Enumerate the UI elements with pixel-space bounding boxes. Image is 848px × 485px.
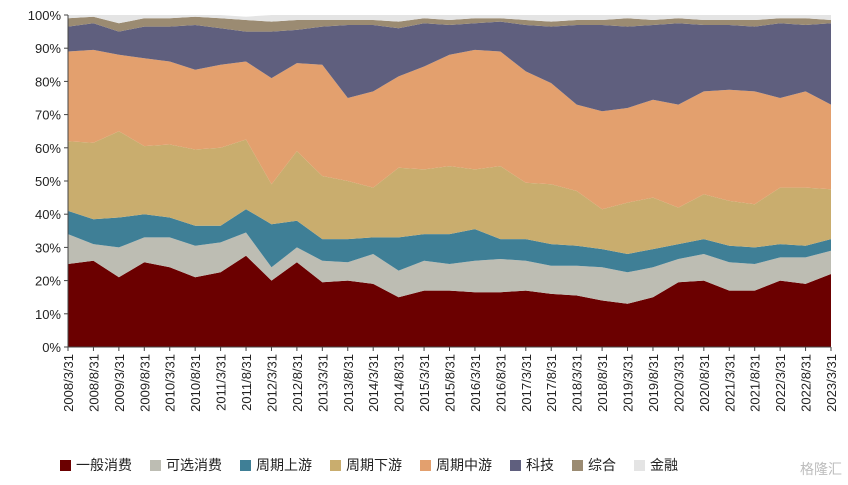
area-series-7 xyxy=(68,15,831,24)
x-tick-label: 2023/3/31 xyxy=(824,354,839,412)
legend-label: 周期下游 xyxy=(346,458,402,474)
x-tick-label: 2011/8/31 xyxy=(239,354,254,411)
x-tick-label: 2018/8/31 xyxy=(595,354,610,412)
legend-swatch xyxy=(420,459,431,471)
legend-label: 一般消费 xyxy=(76,458,132,474)
x-tick-label: 2020/3/31 xyxy=(671,354,686,412)
x-tick-label: 2013/3/31 xyxy=(315,354,330,412)
legend-item: 可选消费 xyxy=(150,455,222,475)
y-tick-label: 40% xyxy=(35,207,61,222)
y-tick-label: 60% xyxy=(35,141,61,156)
legend-swatch xyxy=(510,459,521,471)
x-tick-label: 2021/8/31 xyxy=(748,354,763,412)
x-tick-label: 2015/3/31 xyxy=(417,354,432,412)
x-tick-label: 2015/8/31 xyxy=(443,354,458,412)
area-series-1 xyxy=(68,232,831,304)
area-series-3 xyxy=(68,131,831,254)
y-tick-label: 70% xyxy=(35,108,61,123)
x-tick-label: 2016/3/31 xyxy=(468,354,483,412)
area-series-4 xyxy=(68,49,831,210)
area-series-5 xyxy=(68,21,831,112)
x-tick-label: 2022/3/31 xyxy=(773,354,788,412)
x-tick-label: 2014/3/31 xyxy=(366,354,381,412)
legend-item: 科技 xyxy=(510,455,554,475)
legend-label: 综合 xyxy=(588,458,616,474)
x-tick-label: 2019/8/31 xyxy=(646,354,661,412)
x-tick-label: 2009/8/31 xyxy=(137,354,152,412)
y-tick-label: 50% xyxy=(35,174,61,189)
x-tick-label: 2017/3/31 xyxy=(519,354,534,412)
legend-item: 综合 xyxy=(572,455,616,475)
legend: 一般消费 可选消费 周期上游 周期下游 周期中游 科技 综合 金融 xyxy=(60,455,678,475)
legend-swatch xyxy=(240,459,251,471)
legend-swatch xyxy=(60,459,71,471)
x-tick-label: 2022/8/31 xyxy=(799,354,814,412)
x-tick-label: 2011/3/31 xyxy=(214,354,229,411)
x-tick-label: 2008/8/31 xyxy=(86,354,101,412)
x-tick-label: 2017/8/31 xyxy=(544,354,559,412)
legend-label: 周期中游 xyxy=(436,458,492,474)
y-tick-label: 90% xyxy=(35,41,61,56)
area-series-2 xyxy=(68,209,831,273)
x-tick-label: 2020/8/31 xyxy=(697,354,712,412)
x-tick-label: 2010/3/31 xyxy=(163,354,178,412)
y-axis: 0% 10% 20% 30% 40% 50% 60% 70% 80% 90% 100% xyxy=(28,8,69,355)
x-tick-label: 2016/8/31 xyxy=(493,354,508,412)
area-series-6 xyxy=(68,16,831,32)
x-tick-label: 2019/3/31 xyxy=(621,354,636,412)
area-series-0 xyxy=(68,255,831,347)
legend-swatch xyxy=(330,459,341,471)
y-tick-label: 80% xyxy=(35,74,61,89)
x-tick-label: 2014/8/31 xyxy=(392,354,407,412)
x-axis: 2008/3/31 2008/8/31 2009/3/31 2009/8/31 2010… xyxy=(61,346,839,412)
legend-item: 周期中游 xyxy=(420,455,492,475)
y-tick-label: 100% xyxy=(28,8,62,23)
legend-item: 周期下游 xyxy=(330,455,402,475)
x-tick-label: 2021/3/31 xyxy=(722,354,737,412)
watermark: 格隆汇 xyxy=(800,462,842,478)
x-tick-label: 2008/3/31 xyxy=(61,354,76,412)
legend-label: 金融 xyxy=(650,458,678,474)
x-tick-label: 2009/3/31 xyxy=(112,354,127,412)
legend-item: 一般消费 xyxy=(60,455,132,475)
legend-label: 可选消费 xyxy=(166,458,222,474)
y-tick-label: 20% xyxy=(35,274,61,289)
legend-label: 科技 xyxy=(526,458,554,474)
legend-swatch xyxy=(634,459,645,471)
y-tick-label: 10% xyxy=(35,307,61,322)
y-tick-label: 0% xyxy=(42,340,61,355)
legend-item: 金融 xyxy=(634,455,678,475)
x-tick-label: 2010/8/31 xyxy=(188,354,203,412)
legend-label: 周期上游 xyxy=(256,458,312,474)
x-tick-label: 2012/8/31 xyxy=(290,354,305,412)
x-tick-label: 2013/8/31 xyxy=(341,354,356,412)
y-tick-label: 30% xyxy=(35,240,61,255)
x-tick-label: 2018/3/31 xyxy=(570,354,585,412)
area-layer xyxy=(68,15,831,347)
x-tick-label: 2012/3/31 xyxy=(264,354,279,412)
legend-swatch xyxy=(150,459,161,471)
legend-item: 周期上游 xyxy=(240,455,312,475)
legend-swatch xyxy=(572,459,583,471)
